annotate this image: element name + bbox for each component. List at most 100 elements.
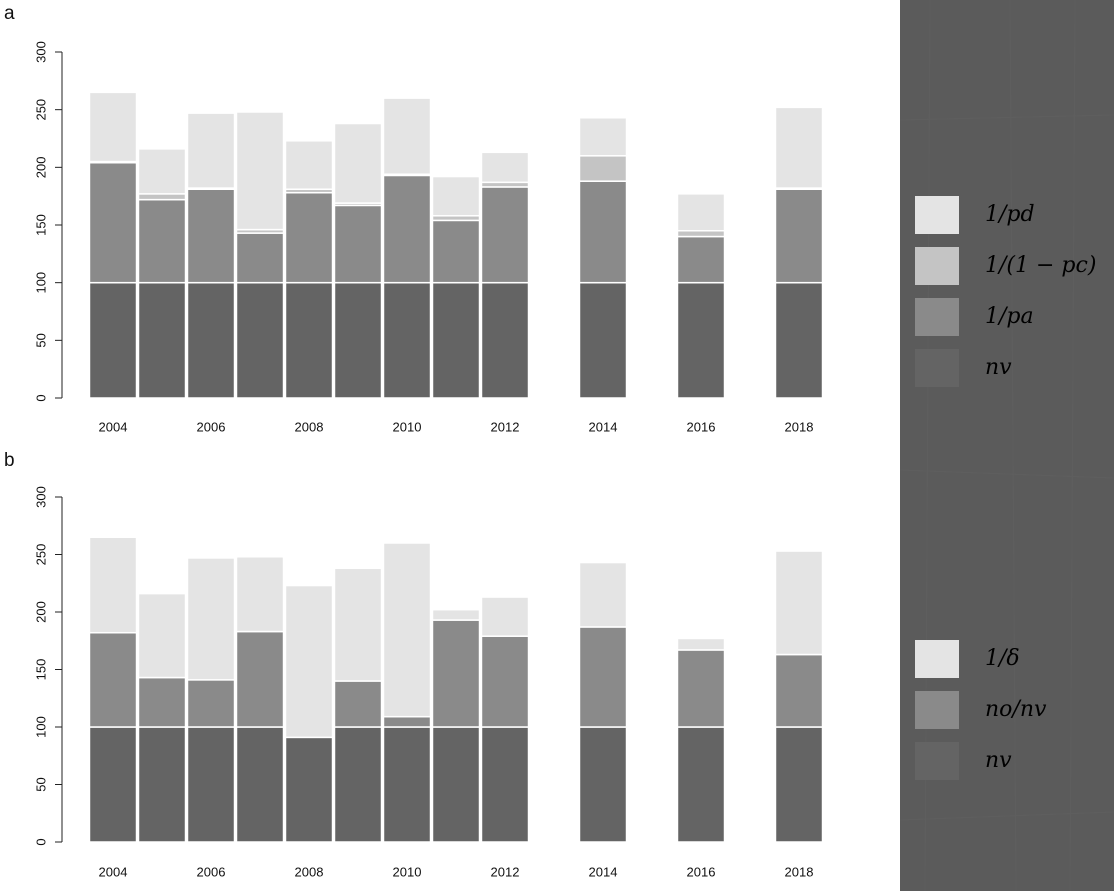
x-tick-label: 2018 (785, 864, 814, 879)
x-tick-label: 2010 (393, 419, 422, 434)
legend-label: 1/pa (985, 304, 1034, 329)
x-tick-label: 2016 (687, 864, 716, 879)
bar-segment (578, 726, 628, 843)
legend-label: 1/(1 − pc) (985, 253, 1096, 278)
y-tick-label: 50 (33, 333, 48, 347)
bar-segment (382, 726, 432, 843)
bar-segment (774, 281, 824, 399)
bar-segment (235, 281, 285, 399)
legend-swatch (915, 298, 959, 336)
bar-segment (235, 630, 285, 728)
legend-swatch (915, 691, 959, 729)
bar-segment (333, 204, 383, 284)
bar-segment (333, 122, 383, 204)
bar-segment (676, 235, 726, 284)
bar-segment (578, 180, 628, 284)
bar-segment (88, 281, 138, 399)
bar-segment (480, 186, 530, 284)
bar-segment (88, 161, 138, 284)
x-tick-label: 2004 (99, 864, 128, 879)
bar-segment (235, 111, 285, 231)
y-tick-label: 150 (33, 214, 48, 236)
y-tick-label: 0 (33, 838, 48, 845)
bar-segment (431, 726, 481, 843)
bar-segment (88, 726, 138, 843)
bar-segment (382, 174, 432, 284)
bar-segment (284, 140, 334, 190)
x-tick-label: 2014 (589, 419, 618, 434)
x-tick-label: 2008 (295, 864, 324, 879)
bar-segment (137, 281, 187, 399)
y-tick-label: 200 (33, 156, 48, 178)
bar-segment (186, 726, 236, 843)
legend-swatch (915, 742, 959, 780)
bar-segment (88, 536, 138, 634)
y-tick-label: 100 (33, 272, 48, 294)
bar-segment (235, 232, 285, 284)
panel-label: b (4, 450, 15, 471)
legend-swatch (915, 640, 959, 678)
bar-segment (480, 281, 530, 399)
bar-segment (774, 188, 824, 284)
y-tick-label: 200 (33, 601, 48, 623)
bar-segment (774, 106, 824, 189)
bar-segment (774, 550, 824, 656)
x-tick-label: 2006 (197, 864, 226, 879)
legend-label: nv (985, 355, 1012, 380)
bar-segment (137, 198, 187, 284)
y-tick-label: 250 (33, 544, 48, 566)
bar-segment (480, 596, 530, 637)
bar-segment (186, 557, 236, 681)
bar-segment (431, 608, 481, 621)
x-tick-label: 2012 (491, 864, 520, 879)
x-tick-label: 2012 (491, 419, 520, 434)
bar-segment (676, 637, 726, 651)
x-tick-label: 2006 (197, 419, 226, 434)
y-tick-label: 250 (33, 99, 48, 121)
bar-segment (333, 567, 383, 682)
y-tick-label: 150 (33, 659, 48, 681)
bar-segment (333, 726, 383, 843)
bar-segment (137, 592, 187, 679)
bar-segment (137, 193, 187, 201)
bar-segment (480, 151, 530, 184)
bar-segment (186, 679, 236, 728)
bar-segment (676, 230, 726, 238)
bar-segment (88, 91, 138, 163)
bar-segment (431, 281, 481, 399)
bar-segment (774, 726, 824, 843)
bar-segment (431, 219, 481, 284)
bar-segment (137, 726, 187, 843)
x-tick-label: 2014 (589, 864, 618, 879)
legend-label: nv (985, 748, 1012, 773)
bar-segment (578, 561, 628, 628)
bar-segment (333, 281, 383, 399)
bar-segment (676, 649, 726, 728)
bar-segment (235, 726, 285, 843)
bar-segment (284, 281, 334, 399)
bar-segment (578, 281, 628, 399)
legend-label: 1/δ (985, 646, 1020, 671)
bar-segment (382, 97, 432, 176)
legend-swatch (915, 247, 959, 285)
y-tick-label: 0 (33, 394, 48, 401)
panel-label: a (4, 3, 15, 24)
bar-segment (186, 112, 236, 189)
bar-segment (284, 584, 334, 739)
legend-label: no/nv (985, 697, 1047, 722)
bar-segment (431, 619, 481, 728)
bar-segment (676, 193, 726, 232)
bar-segment (676, 281, 726, 399)
legend-swatch (915, 349, 959, 387)
bar-segment (284, 191, 334, 284)
bar-segment (137, 148, 187, 195)
bar-segment (578, 116, 628, 157)
bar-segment (284, 736, 334, 843)
bar-segment (235, 556, 285, 633)
x-tick-label: 2016 (687, 419, 716, 434)
bar-segment (431, 175, 481, 217)
x-tick-label: 2018 (785, 419, 814, 434)
bar-segment (578, 626, 628, 728)
